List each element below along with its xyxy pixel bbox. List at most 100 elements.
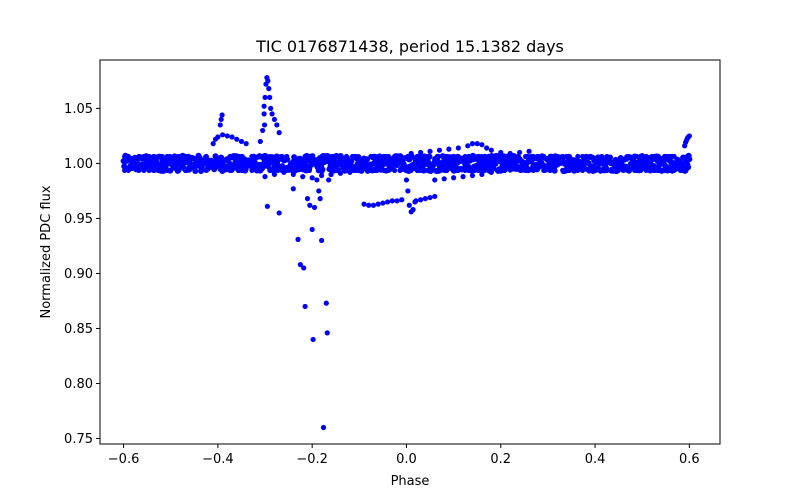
data-point — [159, 153, 165, 160]
data-point — [164, 153, 170, 160]
data-point — [507, 167, 513, 173]
data-point — [370, 167, 376, 173]
data-point — [290, 186, 296, 192]
data-point — [284, 153, 290, 160]
data-point — [560, 153, 566, 160]
x-axis: −0.6 −0.4 −0.2 0.0 0.2 0.4 0.6 — [108, 444, 700, 467]
data-point — [301, 265, 307, 271]
data-point — [219, 132, 226, 138]
data-point — [295, 236, 301, 242]
chart-title: TIC 0176871438, period 15.1382 days — [255, 37, 564, 56]
data-point — [343, 153, 350, 160]
data-point — [176, 167, 182, 173]
data-point — [566, 167, 572, 173]
data-point — [235, 153, 241, 160]
data-point — [314, 177, 320, 183]
x-tick-label: 0.6 — [679, 452, 700, 467]
data-point — [125, 167, 132, 173]
data-point — [479, 142, 485, 148]
data-point — [413, 198, 419, 204]
data-point — [499, 153, 506, 160]
data-point — [317, 196, 323, 202]
data-point — [575, 167, 581, 173]
data-point — [349, 153, 356, 160]
data-point — [408, 150, 414, 157]
data-point — [484, 145, 490, 151]
data-point — [588, 167, 594, 173]
data-point — [136, 167, 142, 173]
data-point — [579, 153, 586, 160]
data-point — [319, 237, 325, 244]
data-point — [319, 153, 325, 160]
data-point — [454, 167, 461, 173]
data-point — [391, 167, 398, 173]
data-point — [517, 149, 523, 156]
data-point — [414, 153, 420, 160]
y-tick-label: 0.80 — [64, 377, 93, 392]
data-point — [460, 174, 466, 180]
data-point — [146, 153, 152, 160]
data-point — [604, 153, 610, 160]
data-point — [450, 167, 456, 173]
data-point — [551, 167, 557, 173]
data-point — [488, 169, 494, 175]
data-point — [462, 167, 468, 173]
data-point — [274, 122, 280, 128]
data-point — [655, 167, 662, 173]
data-point — [332, 153, 339, 160]
data-point — [432, 177, 438, 183]
data-point — [604, 167, 610, 173]
data-point — [319, 167, 325, 173]
data-point — [243, 141, 249, 147]
data-point — [685, 164, 692, 171]
data-point — [579, 167, 586, 173]
data-point — [260, 127, 266, 134]
data-point — [238, 138, 245, 145]
x-tick-label: −0.4 — [202, 452, 234, 467]
data-point — [399, 197, 405, 203]
data-point — [229, 134, 235, 140]
data-point — [271, 116, 278, 123]
data-point — [442, 153, 448, 160]
data-point — [192, 167, 199, 174]
data-point — [337, 170, 344, 176]
data-point — [422, 196, 428, 202]
data-point — [397, 167, 403, 173]
data-point — [257, 138, 263, 145]
data-point — [302, 153, 308, 160]
data-point — [316, 188, 322, 194]
data-point — [507, 150, 513, 157]
y-tick-label: 0.75 — [64, 432, 93, 447]
data-point — [326, 177, 332, 183]
y-axis-label: Normalized PDC flux — [39, 185, 54, 318]
data-point — [297, 262, 303, 268]
data-point — [268, 105, 274, 112]
data-point — [356, 167, 362, 173]
data-point — [441, 176, 447, 182]
data-point — [375, 201, 381, 207]
data-point — [385, 156, 391, 162]
data-point — [275, 153, 281, 160]
data-points — [120, 75, 693, 431]
data-point — [376, 153, 383, 160]
data-point — [671, 153, 677, 160]
data-point — [267, 167, 273, 173]
data-point — [266, 86, 272, 92]
y-tick-label: 0.85 — [64, 322, 93, 337]
data-point — [219, 112, 225, 118]
data-point — [522, 153, 529, 160]
data-point — [432, 193, 438, 200]
data-point — [468, 153, 474, 160]
data-point — [436, 147, 443, 153]
data-point — [215, 134, 221, 140]
data-point — [261, 103, 267, 109]
data-point — [626, 167, 632, 173]
data-point — [361, 201, 367, 207]
data-point — [526, 148, 532, 154]
data-point — [427, 194, 433, 201]
data-point — [427, 148, 433, 154]
data-point — [262, 94, 268, 101]
data-point — [435, 167, 441, 173]
data-point — [176, 153, 182, 160]
data-point — [279, 153, 285, 160]
